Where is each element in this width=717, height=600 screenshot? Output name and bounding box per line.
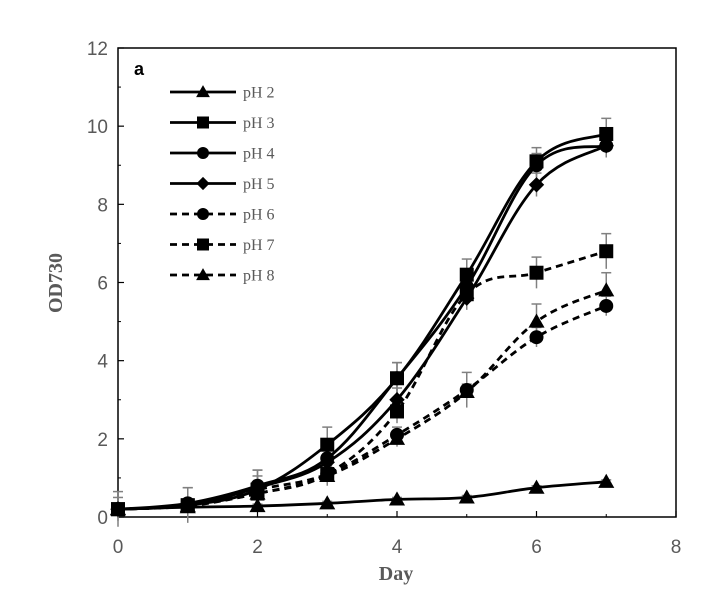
data-point	[109, 501, 127, 516]
x-tick-label: 8	[671, 537, 682, 558]
y-tick-label: 0	[97, 508, 108, 529]
legend-marker	[197, 147, 209, 159]
data-point	[599, 298, 614, 313]
y-tick-label: 12	[87, 39, 108, 60]
legend-label: pH 7	[243, 237, 275, 254]
legend-label: pH 4	[243, 146, 275, 163]
data-point	[528, 479, 545, 494]
y-tick-label: 8	[97, 195, 108, 216]
legend-marker	[196, 268, 210, 281]
data-point	[249, 498, 266, 513]
data-point	[598, 138, 614, 154]
data-point	[529, 330, 544, 345]
data-point	[319, 495, 336, 510]
data-point	[179, 498, 196, 513]
legend-label: pH 6	[243, 207, 275, 224]
panel-label: a	[134, 59, 145, 79]
data-point	[528, 313, 545, 328]
y-tick-label: 4	[97, 352, 108, 373]
legend-label: pH 3	[243, 115, 275, 132]
data-point	[388, 491, 406, 506]
data-point	[459, 287, 474, 302]
y-tick-label: 10	[87, 117, 108, 138]
series-line-ph-8	[117, 289, 607, 511]
y-tick-label: 6	[97, 274, 108, 295]
data-point	[528, 177, 545, 193]
data-point	[598, 282, 615, 297]
x-tick-label: 2	[252, 537, 263, 558]
series-layer	[109, 126, 615, 517]
series-line-ph-4	[117, 144, 607, 511]
data-point	[598, 473, 615, 488]
x-tick-label: 6	[531, 537, 542, 558]
legend: pH 2 pH 3 pH 4 pH 5 pH 6 pH 7 pH 8	[170, 85, 275, 285]
data-point	[388, 430, 406, 445]
data-point	[389, 392, 405, 408]
series-line-ph-7	[117, 249, 607, 511]
legend-marker	[197, 238, 209, 251]
legend-marker	[196, 176, 210, 191]
legend-marker	[197, 116, 209, 129]
legend-marker	[197, 208, 209, 220]
data-point	[249, 485, 266, 500]
data-point	[319, 467, 336, 482]
data-point	[390, 404, 404, 419]
y-axis-title: OD730	[45, 253, 67, 313]
x-tick-label: 0	[113, 537, 124, 558]
data-point	[599, 244, 614, 259]
legend-marker	[196, 85, 210, 98]
data-point	[529, 158, 544, 173]
data-point	[529, 265, 544, 280]
x-axis-title: Day	[379, 563, 413, 585]
data-point	[458, 383, 475, 398]
legend-label: pH 2	[243, 85, 275, 102]
data-point	[320, 437, 335, 452]
data-point	[390, 371, 404, 386]
data-point	[599, 126, 614, 141]
data-point	[319, 454, 335, 470]
x-tick-label: 4	[392, 537, 403, 558]
y-tick-label: 2	[97, 430, 108, 451]
legend-label: pH 5	[243, 176, 275, 193]
data-point	[458, 489, 475, 504]
legend-label: pH 8	[243, 268, 275, 285]
